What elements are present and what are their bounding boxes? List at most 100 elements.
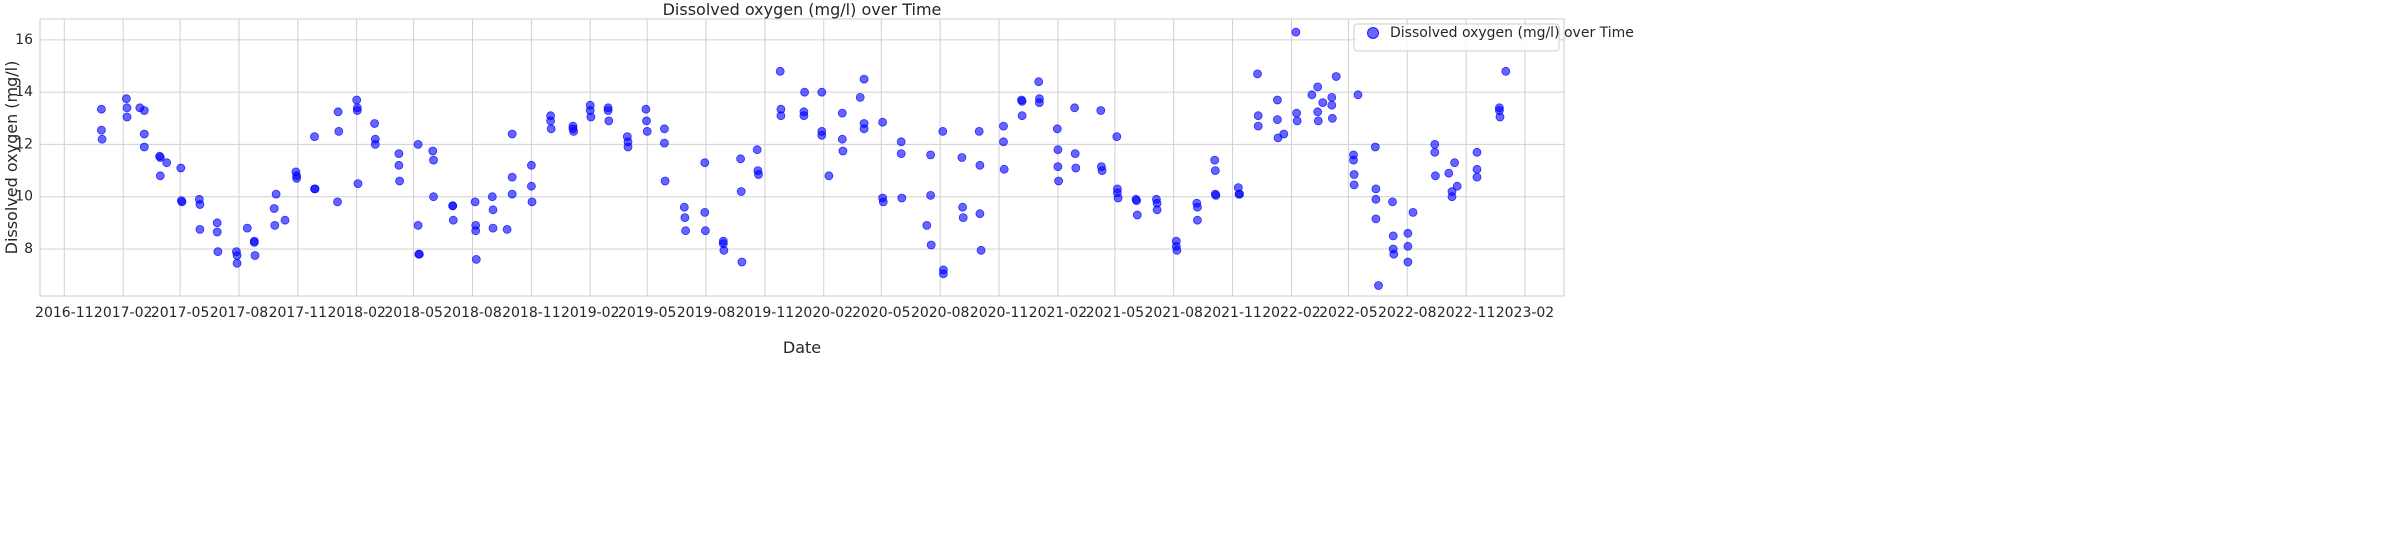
- data-point: [859, 124, 869, 134]
- data-point: [249, 237, 259, 247]
- data-point: [1017, 96, 1027, 106]
- data-point: [1403, 257, 1413, 267]
- data-point: [414, 249, 424, 259]
- data-point: [855, 93, 865, 102]
- data-point: [250, 251, 260, 260]
- data-point: [1328, 113, 1337, 123]
- x-tick-label: 2018-11: [502, 305, 561, 321]
- data-point: [660, 176, 670, 186]
- data-point: [507, 172, 517, 182]
- data-point: [660, 138, 669, 148]
- data-point: [334, 126, 344, 136]
- x-tick-label: 2020-11: [970, 305, 1029, 321]
- data-point: [232, 251, 242, 260]
- legend-label: Dissolved oxygen (mg/l) over Time: [1390, 25, 1634, 41]
- data-point: [736, 187, 746, 196]
- data-point: [353, 179, 363, 189]
- data-point: [1403, 228, 1413, 238]
- data-point: [1034, 77, 1044, 87]
- data-point: [471, 254, 481, 264]
- data-point: [775, 66, 785, 76]
- data-point: [1235, 189, 1244, 199]
- data-point: [1070, 149, 1080, 159]
- data-point: [817, 130, 827, 140]
- legend: Dissolved oxygen (mg/l) over Time: [1353, 23, 1634, 52]
- data-point: [679, 202, 689, 212]
- data-point: [1253, 111, 1263, 121]
- data-point: [1327, 93, 1337, 102]
- data-point: [1472, 164, 1482, 174]
- data-point: [122, 94, 131, 104]
- chart-title: Dissolved oxygen (mg/l) over Time: [663, 0, 942, 19]
- data-point: [1053, 145, 1063, 155]
- data-point: [502, 224, 512, 234]
- data-point: [1353, 90, 1363, 100]
- y-tick-label: 16: [15, 32, 33, 48]
- data-point: [155, 171, 165, 181]
- data-point: [700, 158, 710, 168]
- data-point: [122, 103, 132, 113]
- y-axis-title: Dissolved oxygen (mg/l): [2, 61, 21, 255]
- data-point: [507, 189, 517, 199]
- data-point: [1097, 166, 1107, 176]
- data-point: [642, 116, 651, 126]
- data-point: [1193, 202, 1202, 212]
- data-point: [1132, 196, 1141, 206]
- data-point: [139, 129, 149, 139]
- x-tick-label: 2019-05: [618, 305, 677, 321]
- data-point: [471, 226, 481, 236]
- data-point: [546, 124, 556, 134]
- data-point: [938, 126, 948, 136]
- legend-marker: [1367, 27, 1379, 39]
- x-tick-label: 2021-11: [1203, 305, 1262, 321]
- data-point: [999, 121, 1008, 131]
- data-point: [176, 163, 186, 173]
- data-point: [429, 155, 438, 165]
- data-point: [448, 201, 458, 211]
- data-point: [1273, 115, 1282, 124]
- x-tick-label: 2022-05: [1319, 305, 1378, 321]
- data-point: [1035, 98, 1044, 107]
- data-point: [1071, 163, 1081, 173]
- data-point: [97, 104, 106, 114]
- x-axis-title: Date: [783, 338, 821, 357]
- data-point: [195, 224, 205, 234]
- data-point: [155, 153, 165, 162]
- x-tick-label: 2018-02: [327, 305, 386, 321]
- data-point: [292, 173, 302, 183]
- data-point: [1472, 147, 1482, 157]
- data-point: [1152, 205, 1162, 215]
- data-point: [177, 197, 187, 207]
- data-point: [1431, 171, 1440, 181]
- data-point: [1495, 112, 1505, 122]
- data-point: [1113, 193, 1123, 203]
- data-point: [1053, 162, 1063, 172]
- data-point: [271, 189, 281, 199]
- data-point: [700, 207, 710, 217]
- data-point: [1370, 142, 1380, 152]
- data-point: [1253, 121, 1263, 131]
- data-point: [569, 126, 578, 136]
- data-point: [752, 145, 762, 155]
- x-tick-label: 2022-08: [1378, 305, 1437, 321]
- data-point: [413, 220, 423, 230]
- data-point: [817, 87, 827, 97]
- data-point: [413, 139, 423, 149]
- x-tick-label: 2019-11: [736, 305, 795, 321]
- data-point: [1450, 158, 1459, 168]
- data-point: [922, 220, 932, 230]
- x-tick-label: 2022-02: [1262, 305, 1321, 321]
- data-point: [736, 154, 745, 164]
- data-point: [1403, 241, 1413, 251]
- data-point: [837, 134, 847, 144]
- data-point: [269, 204, 279, 213]
- data-point: [1371, 184, 1381, 194]
- data-point: [1211, 190, 1221, 200]
- data-point: [1172, 245, 1182, 255]
- x-tick-label: 2017-08: [210, 305, 269, 321]
- data-point: [680, 213, 690, 223]
- data-point: [958, 213, 968, 223]
- data-point: [1017, 111, 1027, 121]
- data-point: [642, 126, 652, 136]
